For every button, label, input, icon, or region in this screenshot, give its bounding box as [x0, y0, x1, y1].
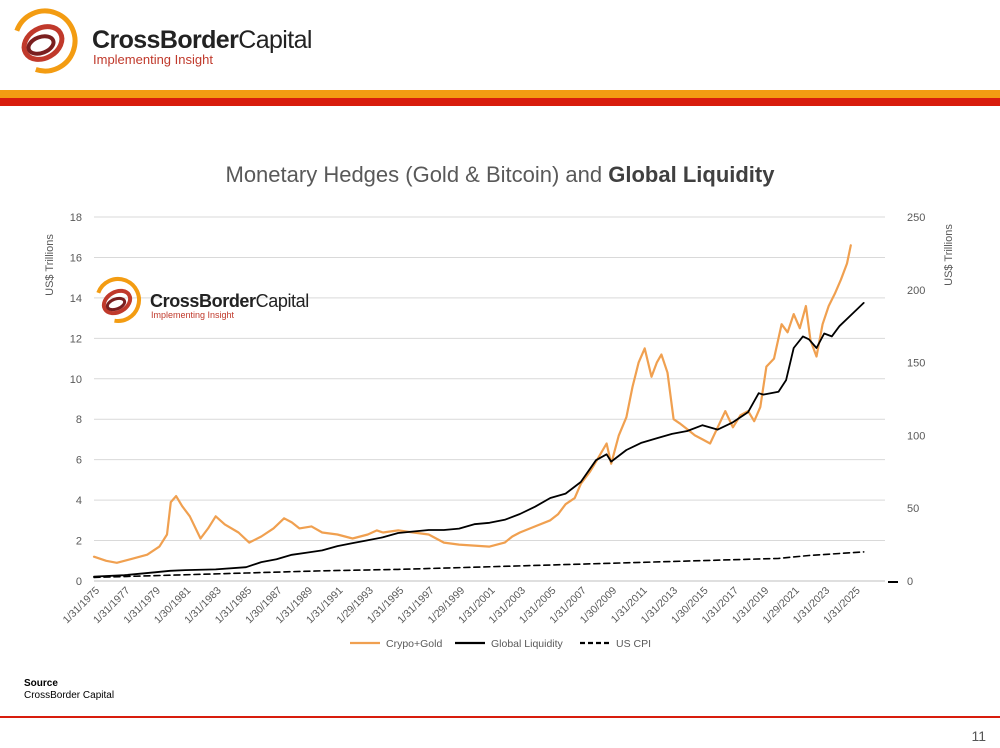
us-cpi-line	[93, 551, 865, 579]
y-tick-label: 8	[76, 414, 82, 426]
y-tick-label: 4	[76, 495, 82, 507]
legend-label: Global Liquidity	[491, 638, 564, 650]
watermark-logo-ring	[95, 277, 141, 324]
y2-tick-label: 200	[907, 285, 925, 297]
y2-tick-label: 50	[907, 503, 919, 515]
y-tick-label: 10	[70, 374, 82, 386]
y2-tick-label: 150	[907, 358, 925, 370]
y-tick-label: 14	[70, 293, 82, 305]
watermark-logo-ring	[105, 296, 127, 312]
y-axis-label: US$ Trillions	[44, 234, 56, 296]
legend-label: US CPI	[616, 638, 651, 650]
y-tick-label: 2	[76, 536, 82, 548]
y-tick-label: 16	[70, 252, 82, 264]
y2-tick-label: 0	[907, 576, 913, 588]
legend-label: Crypo+Gold	[386, 638, 442, 650]
y-tick-label: 0	[76, 576, 82, 588]
y2-axis-label: US$ Trillions	[943, 224, 955, 286]
watermark-brand: CrossBorderCapital	[150, 291, 309, 311]
y-tick-label: 12	[70, 333, 82, 345]
watermark-tagline: Implementing Insight	[151, 310, 235, 320]
source-label: Source	[24, 678, 58, 689]
crossborder-logo-icon	[12, 8, 78, 74]
y2-tick-label: 250	[907, 212, 925, 224]
watermark-logo-ring	[101, 288, 133, 316]
global-liquidity-line	[93, 301, 865, 578]
header-orange-bar	[0, 90, 1000, 98]
y-tick-label: 6	[76, 455, 82, 467]
brand-tagline: Implementing Insight	[93, 52, 213, 67]
y-tick-label: 18	[70, 212, 82, 224]
page-header: CrossBorderCapital Implementing Insight	[0, 0, 1000, 90]
y2-tick-label: 100	[907, 430, 925, 442]
footer-divider	[0, 716, 1000, 718]
brand-name: CrossBorderCapital	[92, 26, 312, 54]
header-red-bar	[0, 98, 1000, 106]
source-text: CrossBorder Capital	[24, 690, 115, 701]
crypto-gold-line	[92, 244, 852, 564]
page-number: 11	[971, 728, 986, 744]
chart-title: Monetary Hedges (Gold & Bitcoin) and Glo…	[225, 162, 775, 187]
